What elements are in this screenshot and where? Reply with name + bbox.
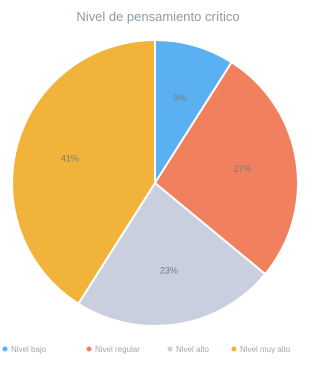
pie-slices (11, 38, 299, 327)
legend-entry: Nivel bajo (2, 345, 47, 354)
data-labels: 9% 27% 23% 41% (61, 93, 252, 276)
pie-slice-nivel-alto (76, 181, 267, 327)
legend-marker (86, 346, 92, 352)
data-label: 41% (61, 153, 79, 163)
legend: Nivel bajo Nivel regular Nivel alto Nivel m… (2, 345, 291, 354)
legend-entry: Nivel alto (167, 345, 209, 354)
chart-title: Nivel de pensamiento crítico (76, 9, 239, 24)
data-label: 23% (160, 266, 178, 276)
legend-entry: Nivel regular (86, 345, 140, 354)
data-label: 9% (173, 93, 186, 103)
pie-slice-nivel-regular (153, 60, 299, 276)
data-label: 27% (234, 164, 252, 174)
legend-marker (167, 346, 173, 352)
legend-label: Nivel alto (176, 345, 209, 354)
legend-entry: Nivel muy alto (231, 345, 291, 354)
pie-slice-nivel-muy-alto (11, 38, 156, 306)
pie-slice-nivel-bajo (154, 38, 234, 187)
legend-marker (2, 346, 8, 352)
legend-label: Nivel regular (95, 345, 140, 354)
legend-marker (231, 346, 237, 352)
legend-label: Nivel bajo (11, 345, 47, 354)
legend-label: Nivel muy alto (240, 345, 291, 354)
